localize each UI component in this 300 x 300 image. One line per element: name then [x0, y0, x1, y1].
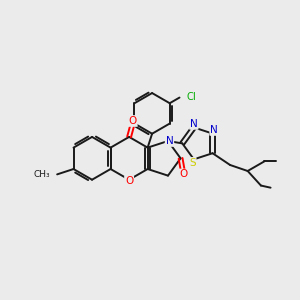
Text: O: O [125, 176, 133, 186]
Text: N: N [166, 136, 173, 146]
Text: N: N [190, 119, 198, 129]
Text: CH₃: CH₃ [33, 170, 50, 179]
Text: S: S [189, 158, 196, 168]
Text: N: N [210, 125, 218, 135]
Text: O: O [128, 116, 137, 126]
Text: O: O [179, 169, 187, 179]
Text: Cl: Cl [186, 92, 196, 102]
